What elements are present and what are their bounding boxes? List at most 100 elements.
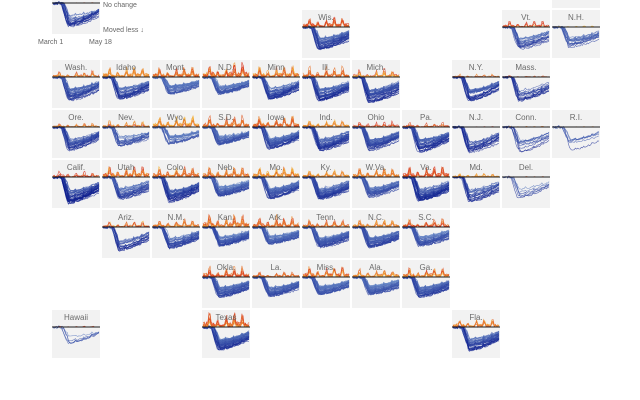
- state-panel-calif: Calif.: [52, 160, 100, 208]
- state-label: Ky.: [321, 163, 332, 172]
- state-label: Del.: [519, 163, 533, 172]
- county-increase-line: [202, 273, 250, 278]
- state-panel-pa: Pa.: [402, 110, 450, 158]
- state-panel-sd: S.D.: [202, 110, 250, 158]
- county-increase-line: [302, 69, 350, 78]
- county-decrease-line: [402, 226, 450, 246]
- county-increase-line: [352, 267, 400, 278]
- county-decrease-line: [252, 175, 300, 190]
- county-decrease-line: [202, 325, 250, 350]
- state-panel-ore: Ore.: [52, 110, 100, 158]
- state-label: N.H.: [568, 13, 584, 22]
- county-increase-line: [402, 269, 450, 278]
- county-increase-line: [102, 120, 150, 128]
- county-decrease-line: [353, 226, 400, 248]
- state-panel-wis: Wis.: [302, 10, 350, 58]
- county-decrease-line: [253, 126, 300, 143]
- county-decrease-line: [102, 175, 150, 198]
- state-label: Mo.: [269, 163, 282, 172]
- state-label: Miss.: [317, 263, 336, 272]
- state-panel-ark: Ark.: [252, 210, 300, 258]
- state-panel-kan: Kan.: [202, 210, 250, 258]
- state-panel-iowa: Iowa: [252, 110, 300, 158]
- state-label: Okla.: [217, 263, 236, 272]
- legend-moved-less-label: Moved less ↓: [103, 27, 144, 34]
- county-decrease-line: [352, 124, 400, 142]
- county-increase-line: [452, 320, 500, 328]
- state-panel-colo: Colo.: [152, 160, 200, 208]
- state-panel-ga: Ga.: [402, 260, 450, 308]
- state-label: Idaho: [116, 63, 137, 72]
- state-panel-tenn: Tenn.: [302, 210, 350, 258]
- county-increase-line: [302, 121, 350, 128]
- state-label: R.I.: [570, 113, 582, 122]
- county-decrease-line: [352, 275, 400, 288]
- county-increase-line: [252, 115, 300, 128]
- county-decrease-line: [402, 126, 450, 146]
- county-increase-line: [152, 219, 200, 228]
- state-panel-nm: N.M.: [152, 210, 200, 258]
- county-increase-line: [352, 120, 400, 128]
- county-increase-line: [452, 74, 500, 78]
- legend-x-end-label: May 18: [89, 39, 112, 46]
- state-label: Calif.: [67, 163, 85, 172]
- state-label: Ore.: [68, 113, 84, 122]
- state-panel-ohio: Ohio: [352, 110, 400, 158]
- county-increase-line: [352, 70, 400, 78]
- state-label: N.J.: [469, 113, 483, 122]
- county-decrease-line: [502, 25, 550, 48]
- state-panel-ri: R.I.: [552, 110, 600, 158]
- county-increase-line: [152, 169, 200, 178]
- state-label: Mich.: [366, 63, 385, 72]
- state-label: N.Y.: [469, 63, 484, 72]
- county-increase-line: [102, 220, 150, 228]
- state-label: Wyo.: [167, 113, 185, 122]
- county-increase-line: [202, 67, 250, 78]
- state-label: Ala.: [369, 263, 383, 272]
- county-increase-line: [502, 20, 550, 28]
- county-decrease-line: [352, 276, 400, 295]
- state-panel-miss: Miss.: [302, 260, 350, 308]
- state-panel-texas: Texas: [202, 310, 250, 358]
- county-increase-line: [302, 65, 350, 79]
- state-panel-background: [52, 110, 100, 158]
- state-label: Ill.: [322, 63, 330, 72]
- state-label: S.C.: [418, 213, 434, 222]
- state-panel-ala: Ala.: [352, 260, 400, 308]
- county-increase-line: [202, 114, 250, 128]
- county-increase-line: [152, 218, 200, 228]
- county-decrease-line: [202, 325, 250, 341]
- state-panel-nev: Nev.: [102, 110, 150, 158]
- county-increase-line: [252, 68, 300, 78]
- county-increase-line: [352, 123, 400, 128]
- county-increase-line: [252, 167, 300, 178]
- county-increase-line: [352, 218, 400, 228]
- county-decrease-line: [302, 25, 349, 41]
- legend-x-start-label: March 1: [38, 39, 64, 46]
- state-label: N.C.: [368, 213, 384, 222]
- county-decrease-line: [202, 125, 250, 140]
- state-panel-mich: Mich.: [352, 60, 400, 108]
- county-decrease-line: [152, 175, 200, 203]
- county-increase-line: [402, 121, 450, 128]
- state-label: Texas: [216, 313, 237, 322]
- county-decrease-line: [502, 126, 550, 150]
- county-increase-line: [302, 16, 350, 28]
- state-label: Iowa: [268, 113, 285, 122]
- county-increase-line: [102, 221, 150, 228]
- state-panel-nh: N.H.: [552, 10, 600, 58]
- county-increase-line: [453, 73, 500, 78]
- county-increase-line: [253, 71, 300, 78]
- county-increase-line: [102, 71, 150, 78]
- county-increase-line: [52, 170, 100, 178]
- state-panel-ill: Ill.: [302, 60, 350, 108]
- county-increase-line: [302, 269, 350, 278]
- county-increase-line: [53, 122, 100, 128]
- state-panel-utah: Utah: [102, 160, 150, 208]
- state-panel-legend: [52, 0, 100, 34]
- county-increase-line: [152, 67, 200, 79]
- state-label: Ohio: [368, 113, 385, 122]
- state-panel-nj: N.J.: [452, 110, 500, 158]
- state-panel-wash: Wash.: [52, 60, 100, 108]
